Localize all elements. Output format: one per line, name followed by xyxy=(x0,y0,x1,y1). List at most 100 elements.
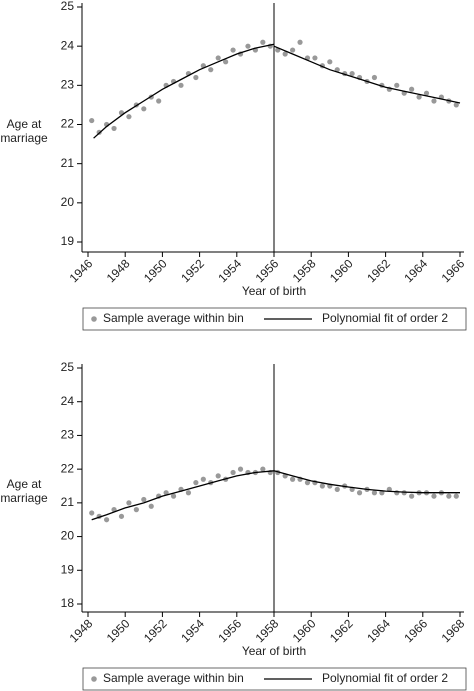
y-tick-label: 23 xyxy=(61,78,75,92)
data-point xyxy=(371,490,378,496)
data-point xyxy=(394,82,400,88)
data-point xyxy=(193,480,199,486)
x-tick-label: 1956 xyxy=(215,616,244,645)
data-point xyxy=(327,59,333,65)
legend-label: Polynomial fit of order 2 xyxy=(322,671,448,685)
legend-label: Polynomial fit of order 2 xyxy=(322,311,448,325)
x-tick-label: 1958 xyxy=(253,616,282,645)
data-point xyxy=(423,90,430,96)
data-point xyxy=(133,507,139,513)
y-tick-label: 19 xyxy=(61,234,75,248)
y-tick-label: 18 xyxy=(61,596,75,610)
data-point xyxy=(394,490,400,496)
y-tick-label: 21 xyxy=(61,495,75,509)
data-point xyxy=(200,476,206,482)
data-point xyxy=(126,500,132,506)
data-point xyxy=(178,82,184,88)
x-tick-label: 1950 xyxy=(141,256,170,285)
data-point xyxy=(208,67,214,73)
x-tick-label: 1960 xyxy=(290,616,319,645)
data-point xyxy=(349,70,355,77)
fit-line xyxy=(93,43,461,139)
legend-label: Sample average within bin xyxy=(103,671,244,685)
data-point xyxy=(297,39,303,45)
x-tick-label: 1948 xyxy=(104,256,133,285)
data-point xyxy=(215,473,221,479)
data-point xyxy=(89,510,95,516)
legend-label: Sample average within bin xyxy=(103,311,244,325)
data-point xyxy=(334,486,340,492)
x-tick-label: 1966 xyxy=(439,256,468,285)
x-tick-label: 1968 xyxy=(439,616,468,645)
y-axis-label: marriage xyxy=(0,491,48,505)
data-point xyxy=(409,493,415,499)
x-tick-label: 1954 xyxy=(178,616,207,645)
y-tick-label: 22 xyxy=(61,117,75,131)
data-point xyxy=(431,493,437,499)
fit-line xyxy=(91,470,460,521)
x-tick-label: 1966 xyxy=(401,616,430,645)
data-point xyxy=(245,43,251,49)
data-point xyxy=(215,55,221,61)
data-point xyxy=(111,125,117,132)
legend-marker xyxy=(91,676,97,682)
x-tick-label: 1962 xyxy=(327,616,356,645)
data-point xyxy=(126,114,132,120)
data-point xyxy=(260,466,266,472)
data-point xyxy=(141,496,147,503)
data-point xyxy=(431,98,437,104)
y-tick-label: 20 xyxy=(61,529,75,543)
x-tick-label: 1954 xyxy=(215,256,244,285)
data-point xyxy=(446,493,452,499)
data-point xyxy=(230,47,236,53)
y-tick-label: 22 xyxy=(61,461,75,475)
x-tick-label: 1960 xyxy=(327,256,356,285)
panel: 19 20 21 22 23 24 25 1946 1948 1950 1952 1954 1956 19… xyxy=(0,0,468,331)
data-point xyxy=(104,517,110,523)
data-point xyxy=(453,102,459,108)
x-tick-label: 1962 xyxy=(364,256,393,285)
data-point xyxy=(223,59,229,65)
data-point xyxy=(230,469,236,476)
data-point xyxy=(148,503,154,509)
data-point xyxy=(312,55,318,61)
data-point xyxy=(118,513,125,519)
y-tick-label: 23 xyxy=(61,428,75,442)
y-tick-label: 25 xyxy=(61,0,75,13)
x-axis-label: Year of birth xyxy=(242,284,306,298)
x-tick-label: 1964 xyxy=(401,256,430,285)
x-axis-label: Year of birth xyxy=(242,644,306,658)
data-point xyxy=(156,98,162,104)
x-tick-label: 1948 xyxy=(67,616,96,645)
data-point xyxy=(185,490,192,496)
panel: 18 19 20 21 22 23 24 25 1948 1950 1952 1954 1956 1958… xyxy=(0,360,468,691)
y-tick-label: 21 xyxy=(61,156,75,170)
y-axis-label: Age at xyxy=(7,117,42,131)
x-tick-label: 1952 xyxy=(141,616,170,645)
y-tick-label: 24 xyxy=(61,394,75,408)
x-tick-label: 1946 xyxy=(67,256,96,285)
x-tick-label: 1964 xyxy=(364,616,393,645)
data-point xyxy=(416,94,422,100)
data-point xyxy=(356,490,363,496)
y-tick-label: 25 xyxy=(61,360,75,374)
data-point xyxy=(89,117,95,124)
y-tick-label: 20 xyxy=(61,195,75,209)
data-point xyxy=(290,476,296,482)
y-tick-label: 24 xyxy=(61,38,75,52)
data-point xyxy=(290,47,296,53)
data-point xyxy=(282,51,288,57)
data-point xyxy=(193,74,199,81)
x-tick-label: 1958 xyxy=(290,256,319,285)
data-point xyxy=(170,493,177,499)
x-tick-label: 1956 xyxy=(253,256,282,285)
y-axis-label: Age at xyxy=(7,477,42,491)
data-point xyxy=(141,106,147,112)
data-point xyxy=(304,480,311,486)
data-point xyxy=(453,493,459,499)
x-tick-label: 1952 xyxy=(178,256,207,285)
data-point xyxy=(371,74,378,81)
x-tick-label: 1950 xyxy=(104,616,133,645)
